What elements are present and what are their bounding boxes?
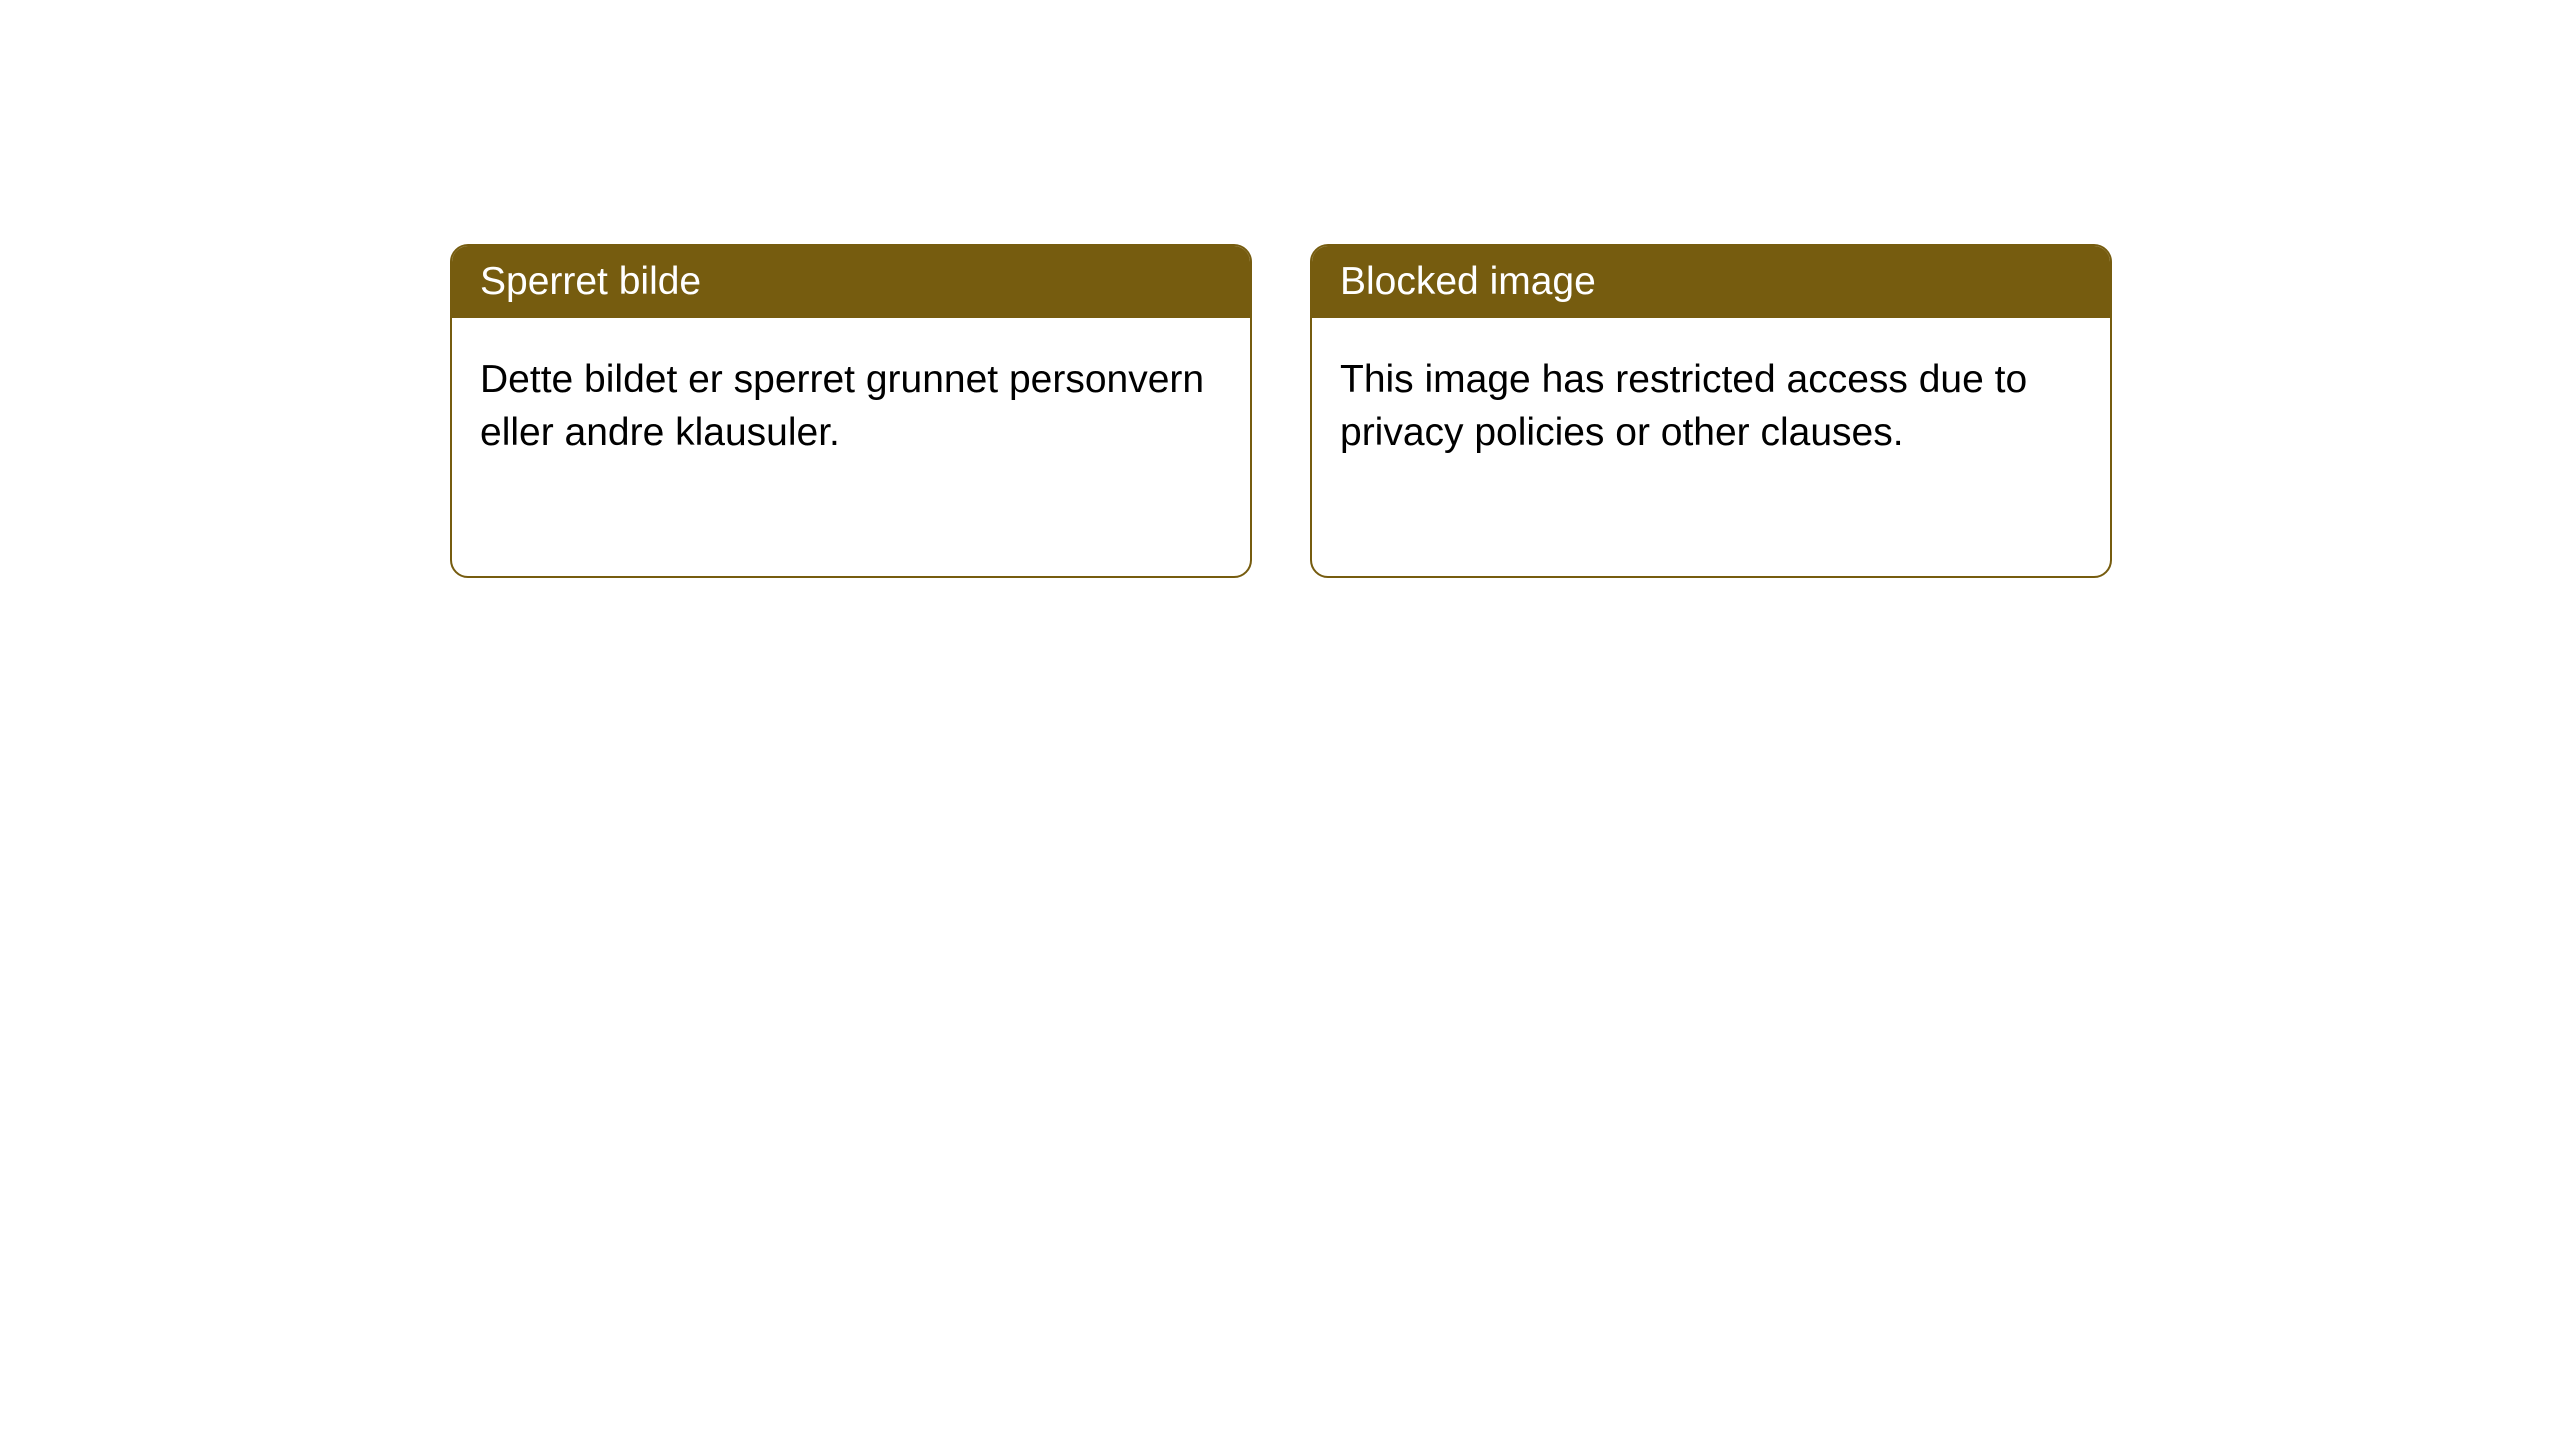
card-body: Dette bildet er sperret grunnet personve… [452, 318, 1250, 495]
notice-container: Sperret bilde Dette bildet er sperret gr… [0, 0, 2560, 578]
card-body: This image has restricted access due to … [1312, 318, 2110, 495]
card-header: Sperret bilde [452, 246, 1250, 318]
blocked-image-card-norwegian: Sperret bilde Dette bildet er sperret gr… [450, 244, 1252, 578]
card-body-text: This image has restricted access due to … [1340, 358, 2027, 454]
card-title: Blocked image [1340, 260, 1596, 303]
card-body-text: Dette bildet er sperret grunnet personve… [480, 358, 1204, 454]
card-header: Blocked image [1312, 246, 2110, 318]
blocked-image-card-english: Blocked image This image has restricted … [1310, 244, 2112, 578]
card-title: Sperret bilde [480, 260, 701, 303]
